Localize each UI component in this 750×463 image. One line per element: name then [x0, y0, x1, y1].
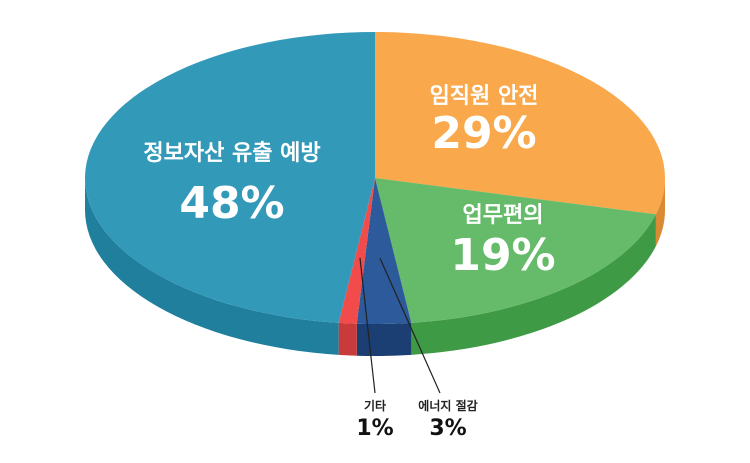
slice-3-top [356, 178, 412, 324]
slice-0-side [85, 178, 339, 355]
slice-4-top [338, 178, 375, 324]
label-name-energy: 에너지 절감 [418, 398, 477, 413]
slice-3-side [356, 322, 412, 356]
slice-1-side [655, 178, 665, 247]
label-name-info-asset: 정보자산 유출 예방 [143, 141, 320, 166]
label-name-other: 기타 [364, 398, 386, 413]
slice-1-top [375, 32, 665, 215]
label-value-info-asset: 48% [179, 178, 284, 229]
leader-lines [359, 257, 441, 394]
label-value-work-convenience: 19% [450, 230, 555, 281]
slice-4-side [338, 322, 357, 356]
label-value-energy: 3% [429, 416, 466, 441]
pie-tops [84, 32, 665, 324]
slice-2-side [411, 214, 656, 355]
slice-0-top [84, 32, 376, 323]
slice-2-top [375, 178, 656, 323]
label-value-staff-safety: 29% [431, 108, 536, 159]
label-name-staff-safety: 임직원 안전 [430, 84, 539, 109]
slice-3-leader-line [379, 258, 441, 394]
label-name-work-convenience: 업무편의 [463, 203, 544, 228]
label-value-other: 1% [356, 416, 393, 441]
slice-4-leader-line [359, 257, 376, 394]
